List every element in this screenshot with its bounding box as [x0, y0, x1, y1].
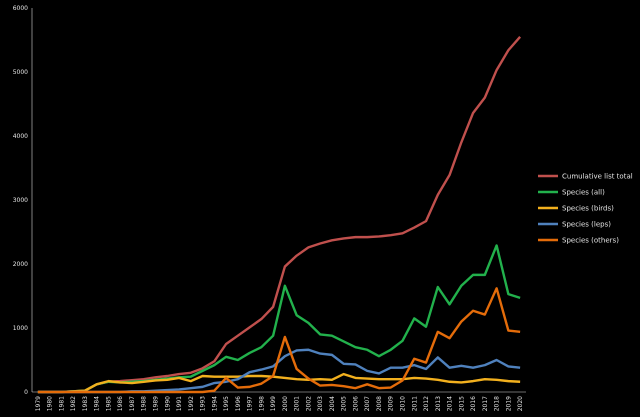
x-tick-label: 2016 [470, 396, 477, 411]
y-tick-label: 1000 [13, 325, 28, 332]
x-tick-label: 1984 [94, 396, 101, 411]
series-lines [37, 36, 522, 394]
x-tick-label: 2010 [400, 396, 407, 411]
x-tick-label: 2002 [305, 396, 312, 411]
x-tick-label: 1983 [82, 396, 89, 411]
legend-label-4: Species (others) [562, 237, 619, 245]
x-tick-label: 1980 [47, 396, 54, 411]
x-tick-label: 1989 [153, 396, 160, 411]
y-tick-label: 5000 [13, 69, 28, 76]
x-tick-label: 2012 [423, 396, 430, 411]
x-tick-label: 2019 [505, 396, 512, 411]
x-tick-label: 1981 [58, 396, 65, 411]
x-tick-label: 1996 [235, 396, 242, 411]
x-tick-label: 2005 [341, 396, 348, 411]
y-tick-labels: 0 1000 2000 3000 4000 5000 6000 [13, 5, 28, 396]
legend-label-2: Species (birds) [562, 205, 614, 213]
x-tick-label: 1991 [176, 396, 183, 411]
x-tick-label: 1987 [129, 396, 136, 411]
x-tick-label: 1982 [70, 396, 77, 411]
x-tick-label: 2004 [329, 396, 336, 411]
x-tick-label: 1985 [105, 396, 112, 411]
x-tick-label: 2018 [494, 396, 501, 411]
legend-label-1: Species (all) [562, 189, 605, 197]
x-tick-label: 2020 [517, 396, 524, 411]
y-tick-label: 4000 [13, 133, 28, 140]
y-tick-label: 6000 [13, 5, 28, 12]
x-tick-label: 2013 [435, 396, 442, 411]
y-tick-label: 3000 [13, 197, 28, 204]
x-tick-label: 1979 [35, 396, 42, 411]
x-tick-label: 2000 [282, 396, 289, 411]
series-line-4 [37, 287, 521, 394]
x-tick-label: 2014 [447, 396, 454, 411]
x-tick-labels: 1979 1980 1981 1982 1983 1984 1985 1986 1987 1988… [35, 396, 524, 411]
x-tick-label: 1997 [247, 396, 254, 411]
y-tick-label: 0 [24, 389, 28, 396]
x-tick-label: 2007 [364, 396, 371, 411]
x-tick-label: 2006 [352, 396, 359, 411]
legend-label-3: Species (leps) [562, 221, 611, 229]
x-tick-label: 1994 [211, 396, 218, 411]
x-tick-label: 1995 [223, 396, 230, 411]
x-tick-label: 1999 [270, 396, 277, 411]
x-tick-label: 1986 [117, 396, 124, 411]
x-tick-label: 1998 [258, 396, 265, 411]
x-tick-label: 1992 [188, 396, 195, 411]
y-tick-label: 2000 [13, 261, 28, 268]
x-tick-label: 2015 [458, 396, 465, 411]
x-tick-label: 2003 [317, 396, 324, 411]
legend: Cumulative list total Species (all) Specie… [538, 173, 633, 245]
x-tick-label: 1993 [200, 396, 207, 411]
legend-label-0: Cumulative list total [562, 173, 633, 181]
x-tick-label: 2017 [482, 396, 489, 411]
x-tick-label: 1990 [164, 396, 171, 411]
x-tick-label: 2008 [376, 396, 383, 411]
x-tick-label: 2001 [294, 396, 301, 411]
x-tick-label: 2011 [411, 396, 418, 411]
x-tick-label: 1988 [141, 396, 148, 411]
x-tick-label: 2009 [388, 396, 395, 411]
series-line-2 [37, 372, 521, 394]
